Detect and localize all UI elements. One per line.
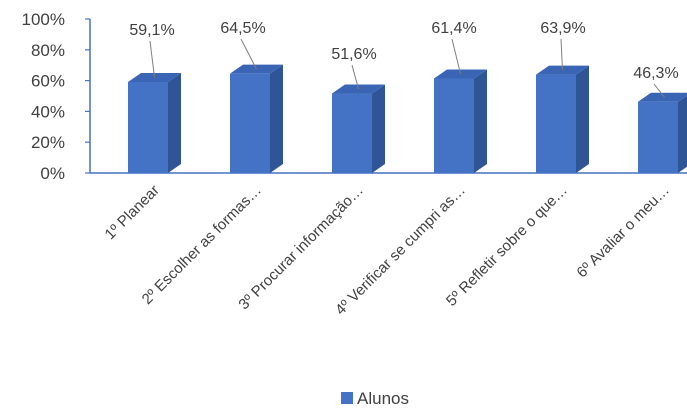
category-label: 1º Planear (102, 182, 163, 243)
bar-front (332, 93, 372, 173)
data-label: 51,6% (331, 46, 376, 63)
legend-swatch (341, 392, 353, 404)
data-label-leader (240, 38, 257, 70)
data-label: 63,9% (540, 20, 585, 37)
y-tick-label: 0% (40, 164, 65, 183)
category-label: 5º Refletir sobre o que… (443, 182, 571, 310)
bar-front (638, 101, 678, 173)
data-label-leaders (149, 38, 665, 98)
data-label-leader (351, 64, 359, 90)
data-label-leader (560, 38, 563, 71)
bar (536, 65, 589, 173)
bar-side (372, 84, 385, 173)
y-tick-label: 20% (31, 133, 65, 152)
y-axis: 0% 20% 40% 60% 80% 100% (22, 10, 91, 183)
bar-front (536, 74, 576, 173)
bar (230, 64, 283, 173)
bar-front (128, 81, 168, 173)
data-labels: 59,1% 64,5% 51,6% 61,4% 63,9% 46,3% (129, 20, 678, 82)
bar-side (678, 95, 687, 173)
bar-side (168, 72, 181, 173)
data-label-leader (653, 83, 665, 98)
data-label: 59,1% (129, 22, 174, 39)
bar (128, 72, 181, 173)
bar (332, 84, 385, 173)
y-tick-label: 100% (22, 10, 65, 29)
bar (434, 69, 487, 173)
category-label: 6º Avaliar o meu… (573, 182, 672, 281)
bar-front (230, 73, 270, 173)
bar-top (638, 92, 687, 102)
y-tick-label: 60% (31, 72, 65, 91)
data-label: 64,5% (220, 20, 265, 37)
bar-side (270, 64, 283, 173)
data-label: 46,3% (633, 65, 678, 82)
data-label: 61,4% (431, 20, 476, 37)
bars (128, 64, 687, 173)
y-tick-label: 80% (31, 41, 65, 60)
data-label-leader (149, 40, 155, 78)
category-label: 2º Escolher as formas… (139, 182, 265, 308)
bar (638, 92, 687, 173)
bar-side (576, 65, 589, 173)
y-tick-label: 40% (31, 102, 65, 121)
legend-label: Alunos (357, 389, 409, 408)
bar-side (474, 69, 487, 173)
data-label-leader (451, 38, 461, 75)
legend: Alunos (341, 389, 409, 408)
bar-front (434, 78, 474, 173)
